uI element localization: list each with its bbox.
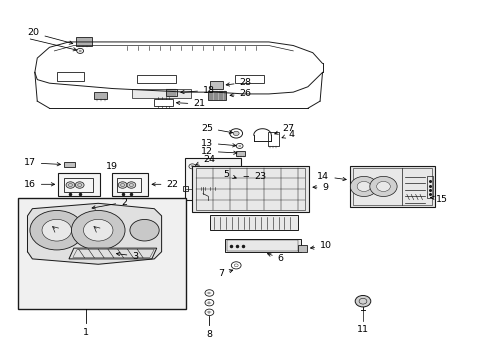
Bar	[182, 186, 188, 192]
Text: 7: 7	[218, 269, 232, 278]
Bar	[224, 239, 300, 252]
Text: 9: 9	[312, 183, 328, 192]
Bar	[132, 89, 190, 98]
Text: 15: 15	[429, 194, 447, 203]
Circle shape	[127, 182, 136, 188]
Circle shape	[354, 296, 370, 307]
Circle shape	[376, 181, 389, 192]
Bar	[64, 162, 75, 167]
Bar	[207, 91, 226, 100]
Bar	[184, 158, 241, 200]
Polygon shape	[27, 203, 161, 264]
Bar	[137, 75, 176, 83]
Circle shape	[83, 219, 113, 241]
Text: 10: 10	[310, 242, 331, 251]
Text: 26: 26	[230, 89, 251, 98]
Text: 21: 21	[176, 99, 205, 108]
Bar	[94, 92, 106, 99]
Bar	[192, 166, 309, 212]
Text: 13: 13	[200, 139, 236, 148]
Circle shape	[66, 182, 75, 188]
Bar	[236, 150, 244, 156]
Bar	[210, 215, 298, 230]
Bar	[427, 176, 432, 198]
Text: 5: 5	[223, 170, 236, 179]
Circle shape	[30, 211, 83, 250]
Circle shape	[75, 182, 84, 188]
Text: 14: 14	[317, 172, 346, 181]
Circle shape	[130, 220, 159, 241]
Bar	[195, 168, 305, 210]
Text: 22: 22	[152, 180, 178, 189]
Text: 4: 4	[282, 130, 294, 139]
Bar	[112, 173, 148, 196]
Text: 27: 27	[274, 124, 294, 134]
Bar	[58, 173, 100, 196]
Polygon shape	[69, 248, 157, 259]
Circle shape	[118, 182, 127, 188]
Circle shape	[356, 181, 370, 192]
Text: 17: 17	[24, 158, 61, 167]
Text: 3: 3	[116, 252, 138, 261]
Text: 28: 28	[225, 78, 251, 87]
Bar	[349, 166, 434, 207]
Text: 18: 18	[181, 86, 215, 95]
Bar	[166, 89, 177, 96]
Text: 16: 16	[24, 180, 55, 189]
Bar	[227, 240, 298, 251]
Text: 24: 24	[195, 155, 215, 165]
Text: 1: 1	[83, 328, 89, 337]
Circle shape	[349, 176, 377, 197]
Circle shape	[71, 211, 125, 250]
Bar	[352, 168, 431, 205]
Text: 6: 6	[267, 253, 283, 263]
Circle shape	[42, 219, 71, 241]
Bar	[267, 132, 278, 146]
Bar	[76, 37, 92, 45]
Text: 8: 8	[206, 329, 212, 338]
Bar	[154, 99, 172, 107]
Text: 12: 12	[201, 147, 237, 156]
Text: 23: 23	[244, 172, 266, 181]
Bar	[210, 81, 222, 89]
Text: 2: 2	[92, 198, 127, 209]
Text: 19: 19	[105, 162, 117, 171]
Bar	[195, 167, 222, 187]
Text: 20: 20	[27, 28, 73, 44]
Bar	[234, 75, 264, 83]
Circle shape	[233, 131, 239, 135]
Bar	[18, 198, 185, 309]
Bar	[117, 178, 141, 192]
Bar	[64, 178, 93, 192]
Bar	[298, 245, 306, 252]
Text: 11: 11	[356, 324, 368, 333]
Text: 25: 25	[201, 123, 232, 134]
Bar	[57, 72, 83, 81]
Circle shape	[369, 176, 396, 197]
